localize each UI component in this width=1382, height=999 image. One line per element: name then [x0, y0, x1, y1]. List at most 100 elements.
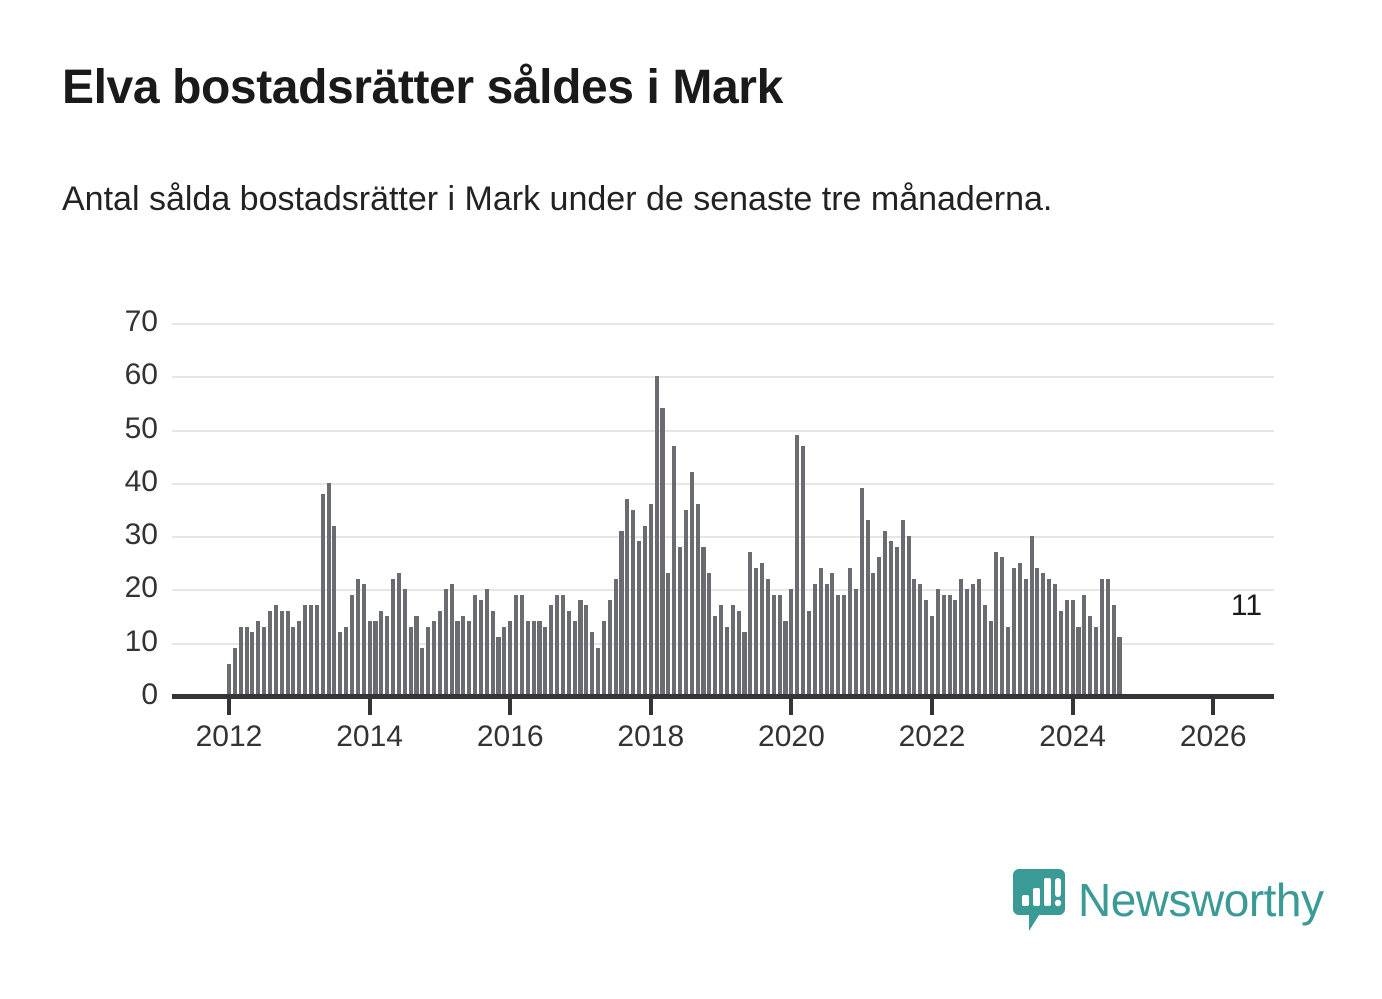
- bar[interactable]: [1088, 616, 1093, 696]
- bar[interactable]: [1006, 626, 1011, 696]
- bar[interactable]: [367, 621, 372, 696]
- bar[interactable]: [279, 610, 284, 696]
- bar[interactable]: [689, 472, 694, 696]
- bar[interactable]: [801, 445, 806, 696]
- bar[interactable]: [619, 530, 624, 696]
- bar[interactable]: [818, 568, 823, 696]
- bar[interactable]: [771, 594, 776, 696]
- bar[interactable]: [1047, 578, 1052, 696]
- bar[interactable]: [988, 621, 993, 696]
- bar[interactable]: [514, 594, 519, 696]
- bar[interactable]: [906, 536, 911, 696]
- bar[interactable]: [900, 520, 905, 696]
- bar[interactable]: [1076, 626, 1081, 696]
- bar[interactable]: [877, 557, 882, 696]
- bar[interactable]: [1017, 562, 1022, 696]
- bar[interactable]: [303, 605, 308, 696]
- bar[interactable]: [461, 616, 466, 696]
- bar[interactable]: [549, 605, 554, 696]
- bar[interactable]: [965, 589, 970, 696]
- bar[interactable]: [953, 600, 958, 696]
- bar[interactable]: [578, 600, 583, 696]
- bar[interactable]: [1111, 605, 1116, 696]
- bar[interactable]: [590, 632, 595, 696]
- bar[interactable]: [273, 605, 278, 696]
- bar[interactable]: [830, 573, 835, 696]
- bar[interactable]: [297, 621, 302, 696]
- bar[interactable]: [244, 626, 249, 696]
- bar[interactable]: [783, 621, 788, 696]
- bar[interactable]: [326, 482, 331, 696]
- bar[interactable]: [654, 376, 659, 696]
- bar[interactable]: [842, 594, 847, 696]
- bar[interactable]: [396, 573, 401, 696]
- bar[interactable]: [1000, 557, 1005, 696]
- bar[interactable]: [250, 632, 255, 696]
- bar[interactable]: [320, 493, 325, 696]
- bar[interactable]: [637, 541, 642, 696]
- bar[interactable]: [795, 434, 800, 696]
- bar[interactable]: [683, 509, 688, 696]
- bar[interactable]: [308, 605, 314, 696]
- bar[interactable]: [502, 626, 507, 696]
- bar[interactable]: [449, 584, 454, 696]
- bar[interactable]: [970, 584, 976, 696]
- bar[interactable]: [765, 578, 770, 696]
- bar[interactable]: [707, 573, 712, 696]
- bar[interactable]: [918, 584, 923, 696]
- bar[interactable]: [994, 552, 999, 696]
- bar[interactable]: [566, 610, 571, 696]
- bar[interactable]: [332, 525, 337, 696]
- bar[interactable]: [508, 621, 513, 696]
- bar[interactable]: [789, 589, 794, 696]
- bar[interactable]: [695, 504, 700, 696]
- bar[interactable]: [1029, 536, 1034, 696]
- bar[interactable]: [256, 621, 261, 696]
- bar[interactable]: [1041, 573, 1046, 696]
- bar[interactable]: [1093, 626, 1099, 696]
- bar[interactable]: [812, 584, 817, 696]
- bar[interactable]: [1070, 600, 1075, 696]
- bar[interactable]: [1117, 637, 1122, 696]
- bar[interactable]: [379, 610, 384, 696]
- bar[interactable]: [713, 616, 718, 696]
- bar[interactable]: [959, 578, 964, 696]
- bar[interactable]: [414, 616, 419, 696]
- bar[interactable]: [437, 610, 442, 696]
- bar[interactable]: [982, 605, 987, 696]
- bar[interactable]: [754, 568, 759, 696]
- bar[interactable]: [666, 573, 671, 696]
- bar[interactable]: [894, 546, 899, 696]
- bar[interactable]: [1035, 568, 1040, 696]
- bar[interactable]: [455, 621, 460, 696]
- bar[interactable]: [596, 648, 601, 696]
- bar[interactable]: [390, 578, 396, 696]
- bar[interactable]: [777, 594, 782, 696]
- bar[interactable]: [678, 546, 683, 696]
- bar[interactable]: [883, 530, 888, 696]
- bar[interactable]: [431, 621, 437, 696]
- bar[interactable]: [519, 594, 524, 696]
- bar[interactable]: [426, 626, 431, 696]
- bar[interactable]: [349, 594, 355, 696]
- bar[interactable]: [373, 621, 378, 696]
- bar[interactable]: [865, 520, 870, 696]
- bar[interactable]: [572, 621, 577, 696]
- bar[interactable]: [601, 621, 606, 696]
- bar[interactable]: [1099, 578, 1104, 696]
- bar[interactable]: [1058, 610, 1063, 696]
- bar[interactable]: [613, 578, 618, 696]
- bar[interactable]: [420, 648, 425, 696]
- bar[interactable]: [947, 594, 952, 696]
- bar[interactable]: [238, 626, 243, 696]
- bar[interactable]: [496, 637, 501, 696]
- bar[interactable]: [929, 616, 935, 696]
- bar[interactable]: [912, 578, 917, 696]
- bar[interactable]: [924, 600, 929, 696]
- bar[interactable]: [672, 445, 677, 696]
- bar[interactable]: [385, 616, 390, 696]
- bar[interactable]: [760, 562, 765, 696]
- bar[interactable]: [285, 610, 290, 696]
- bar[interactable]: [291, 626, 296, 696]
- bar[interactable]: [736, 610, 741, 696]
